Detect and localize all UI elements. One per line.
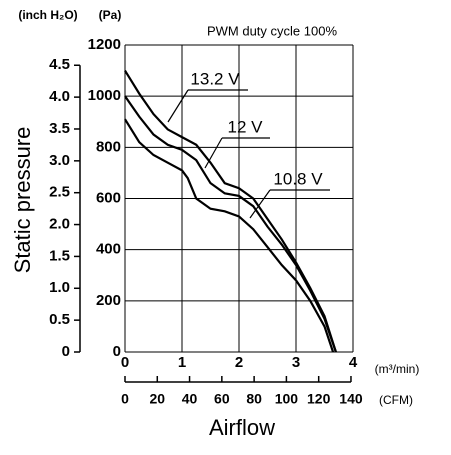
y2-tick-label: 3.5 [49,120,70,137]
x2-unit: (CFM) [379,393,413,407]
y-tick-label: 1000 [88,87,121,104]
y2-tick-label: 1.0 [49,279,70,296]
x2-tick-label: 0 [121,391,129,407]
series-line [124,70,337,353]
series-line [124,95,337,353]
x-tick-label: 3 [292,354,300,371]
x-tick-label: 0 [121,354,129,371]
x2-tick-label: 20 [149,391,165,407]
x2-tick-label: 100 [275,391,299,407]
y-axis-label: Static pressure [10,127,35,274]
y2-tick-label: 2.0 [49,216,70,233]
series-line [124,118,335,353]
series-label: 10.8 V [273,169,323,188]
label-leader [249,189,271,219]
x2-tick-label: 120 [307,391,331,407]
y2-tick-label: 0.5 [49,311,70,328]
x-tick-label: 2 [235,354,243,371]
y-unit: (Pa) [99,8,122,22]
y-tick-label: 800 [96,138,121,155]
y2-tick-label: 4.0 [49,88,70,105]
y-tick-label: 1200 [88,36,121,53]
y-tick-label: 200 [96,292,121,309]
y-tick-label: 600 [96,189,121,206]
x-unit: (m³/min) [375,362,420,376]
series-label: 13.2 V [190,69,240,88]
x2-tick-label: 60 [214,391,230,407]
series-label: 12 V [228,117,264,136]
y2-tick-label: 2.5 [49,184,70,201]
x2-tick-label: 40 [182,391,198,407]
y-tick-label: 0 [113,343,121,360]
x-tick-label: 4 [349,354,358,371]
y2-tick-label: 3.0 [49,152,70,169]
x2-tick-label: 80 [246,391,262,407]
label-leader [167,89,189,123]
y2-tick-label: 1.5 [49,247,70,264]
x2-tick-label: 140 [339,391,363,407]
chart-title: PWM duty cycle 100% [207,23,337,38]
label-leader [204,137,223,169]
y2-unit: (inch H₂O) [18,8,77,22]
y2-tick-label: 4.5 [49,56,70,73]
x-tick-label: 1 [178,354,186,371]
y-tick-label: 400 [96,241,121,258]
x-axis-label: Airflow [209,415,275,440]
y2-tick-label: 0 [62,343,70,360]
